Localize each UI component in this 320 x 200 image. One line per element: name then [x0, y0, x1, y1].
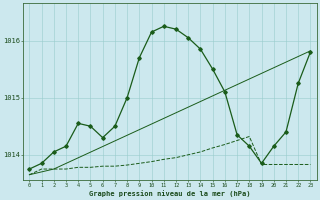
X-axis label: Graphe pression niveau de la mer (hPa): Graphe pression niveau de la mer (hPa) — [89, 190, 251, 197]
